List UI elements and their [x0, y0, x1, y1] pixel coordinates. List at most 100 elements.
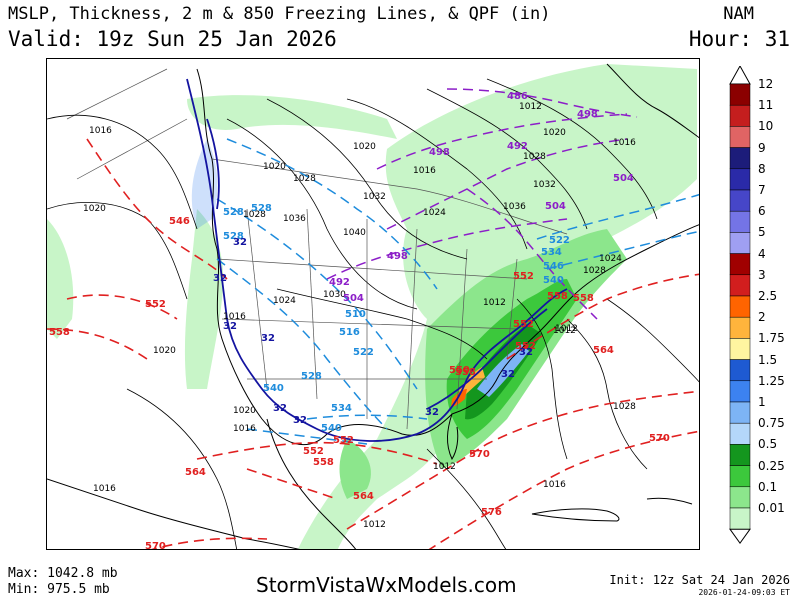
mslp-label: 1020	[83, 204, 106, 214]
colorbar-top-arrow	[729, 66, 751, 85]
freeze-label: 32	[223, 321, 237, 332]
thickness-label: 540	[263, 383, 284, 394]
thickness-label: 528	[223, 231, 244, 242]
mslp-label: 1030	[323, 290, 346, 300]
colorbar-swatch	[729, 338, 751, 360]
colorbar-label: 1.5	[758, 352, 778, 367]
mslp-label: 1012	[433, 462, 456, 472]
mslp-label: 1016	[89, 126, 112, 136]
generated-timestamp: 2026-01-24-09:03 ET	[698, 588, 790, 597]
qpf-shading	[47, 64, 697, 549]
colorbar-label: 1.25	[758, 373, 785, 388]
max-pressure: Max: 1042.8 mb	[8, 566, 118, 581]
thickness-label: 486	[507, 91, 528, 102]
colorbar-swatch	[729, 316, 751, 339]
thickness-label: 528	[251, 203, 272, 214]
forecast-map: 1016 1020 1020 1028 1028 1036 1040 1032 …	[46, 58, 700, 550]
thickness-label: 498	[577, 109, 598, 120]
colorbar-swatch	[729, 295, 751, 318]
colorbar-label: 0.5	[758, 437, 778, 452]
thickness-label: 540	[543, 275, 564, 286]
thickness-label: 540	[321, 423, 342, 434]
mslp-label: 1036	[503, 202, 526, 212]
freeze-label: 32	[425, 407, 439, 418]
mslp-label: 1012	[483, 298, 506, 308]
colorbar-label: 12	[758, 77, 774, 91]
freezing-line-labels: 32 32 32 32 32 32 32 32 32	[213, 237, 533, 426]
mslp-label: 1012	[519, 102, 542, 112]
thickness-label: 558	[547, 291, 568, 302]
colorbar-swatch	[729, 104, 751, 127]
site-watermark: StormVistaWxModels.com	[256, 573, 517, 597]
thickness-label: 558	[313, 457, 334, 468]
colorbar-swatch	[729, 465, 751, 488]
freeze-label: 32	[273, 403, 287, 414]
thickness-label: 570	[145, 541, 166, 550]
mslp-label: 1012	[555, 324, 578, 334]
thickness-labels-purple: 498 492 498 504 486 492 504 498 504	[329, 91, 634, 304]
thickness-label: 522	[353, 347, 374, 358]
colorbar-swatch	[729, 147, 751, 170]
colorbar-swatch	[729, 380, 751, 403]
forecast-hour: Hour: 31	[688, 27, 790, 51]
thickness-label: 564	[185, 467, 206, 478]
thickness-label: 552	[145, 299, 166, 310]
colorbar-swatch	[729, 189, 751, 212]
thickness-lines-blue	[216, 138, 699, 445]
thickness-label: 552	[303, 446, 324, 457]
freeze-label: 32	[261, 333, 275, 344]
mslp-label: 1016	[543, 480, 566, 490]
thickness-label: 564	[593, 345, 614, 356]
mslp-label: 1028	[523, 152, 546, 162]
colorbar-label: 0.75	[758, 416, 785, 431]
mslp-label: 1036	[283, 214, 306, 224]
colorbar-label: 1.75	[758, 331, 785, 346]
mslp-label: 1016	[233, 424, 256, 434]
colorbar-swatch	[729, 444, 751, 466]
colorbar-swatch	[729, 401, 751, 424]
thickness-label: 564	[353, 491, 374, 502]
colorbar-swatch	[729, 83, 751, 106]
thickness-label: 504	[343, 293, 364, 304]
mslp-label: 1024	[423, 208, 446, 218]
freeze-label: 32	[501, 369, 515, 380]
map-title: MSLP, Thickness, 2 m & 850 Freezing Line…	[8, 4, 551, 24]
colorbar-label: 0.1	[758, 479, 778, 494]
thickness-label: 498	[387, 251, 408, 262]
colorbar-swatch	[729, 507, 751, 530]
colorbar-swatch	[729, 274, 751, 297]
valid-time: Valid: 19z Sun 25 Jan 2026	[8, 27, 337, 51]
mslp-label: 1016	[93, 484, 116, 494]
thickness-label: 492	[329, 277, 350, 288]
mslp-label: 1028	[293, 174, 316, 184]
mslp-label: 1032	[363, 192, 386, 202]
colorbar-label: 7	[758, 183, 766, 197]
colorbar-label: 4	[758, 246, 766, 261]
thickness-label: 534	[541, 247, 562, 258]
colorbar-swatches	[729, 66, 751, 545]
qpf-colorbar	[728, 66, 752, 556]
mslp-label: 1020	[353, 142, 376, 152]
thickness-label: 552	[515, 341, 536, 352]
mslp-label: 1020	[263, 162, 286, 172]
init-time: Init: 12z Sat 24 Jan 2026	[609, 573, 790, 587]
thickness-label: 552	[333, 435, 354, 446]
colorbar-bottom-arrow	[729, 528, 751, 545]
thickness-label: 522	[549, 235, 570, 246]
mslp-label: 1028	[243, 210, 266, 220]
colorbar-swatch	[729, 126, 751, 148]
colorbar-label: 2	[758, 310, 766, 325]
colorbar-swatch	[729, 486, 751, 509]
colorbar-label: 1	[758, 395, 766, 409]
thickness-label: 570	[469, 449, 490, 460]
colorbar-swatch	[729, 253, 751, 276]
mslp-label: 1028	[583, 266, 606, 276]
mslp-label: 1016	[413, 166, 436, 176]
colorbar-label: 5	[758, 225, 766, 240]
thickness-label: 558	[455, 367, 476, 378]
mslp-label: 1012	[553, 326, 576, 336]
freeze-label: 32	[233, 237, 247, 248]
thickness-label: 498	[429, 147, 450, 158]
thickness-label: 546	[169, 216, 190, 227]
colorbar-label: 2.5	[758, 289, 778, 303]
